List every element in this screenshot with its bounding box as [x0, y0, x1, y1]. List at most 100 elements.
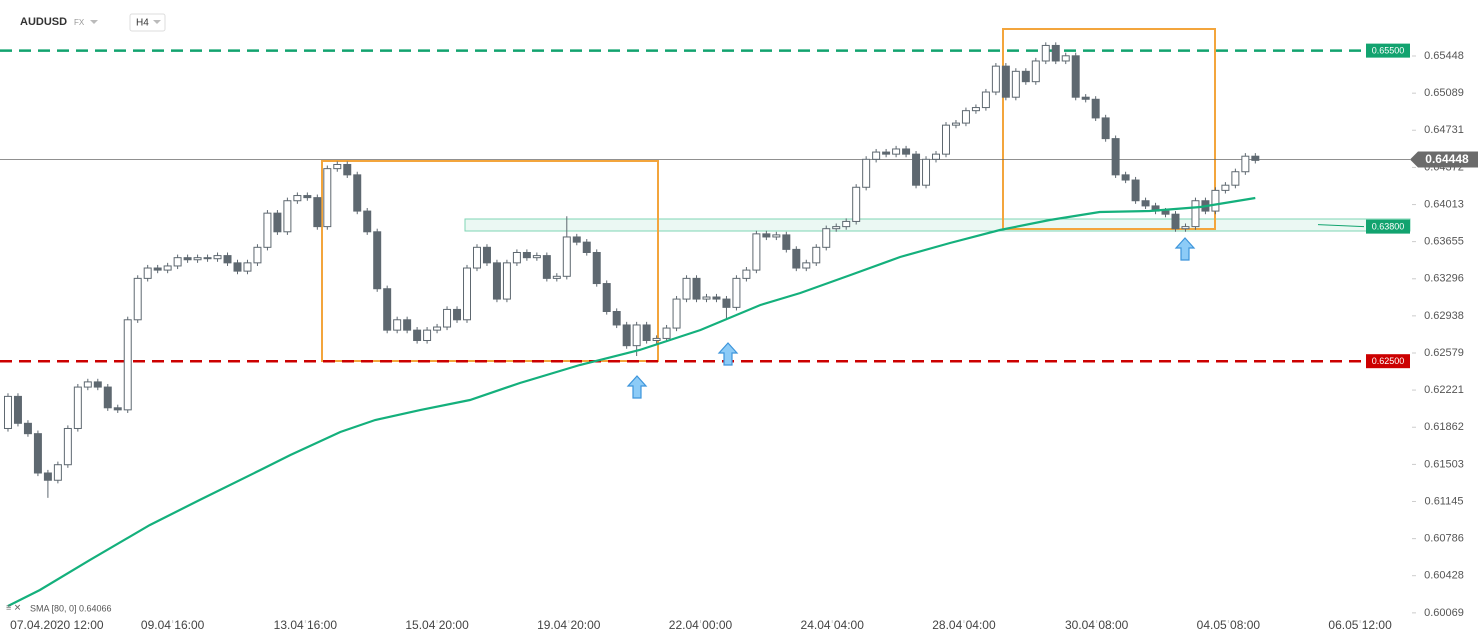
- candle-body: [1031, 60, 1040, 83]
- candle-body: [941, 124, 950, 155]
- market: FX: [74, 18, 85, 27]
- level-label: 0.63800: [1372, 221, 1405, 231]
- candle-body: [273, 212, 282, 233]
- candle-body: [532, 255, 541, 259]
- candle-body: [1081, 96, 1090, 100]
- candle-body: [1061, 55, 1070, 62]
- up-arrow: [1174, 237, 1196, 261]
- candle-body: [842, 220, 851, 228]
- up-arrow: [717, 342, 739, 366]
- candle-body: [313, 197, 322, 228]
- candle-body: [1241, 155, 1250, 173]
- y-tick-label: 0.60428: [1424, 570, 1464, 582]
- candle-body: [912, 153, 921, 186]
- dropdown-icon: [90, 20, 98, 24]
- y-tick-label: 0.62938: [1424, 310, 1464, 322]
- candle-body: [453, 308, 462, 321]
- y-tick-label: 0.63296: [1424, 273, 1464, 285]
- candle-body: [712, 296, 721, 300]
- interval-select[interactable]: [129, 13, 166, 32]
- candle-body: [592, 251, 601, 285]
- legend-icon[interactable]: ≡ ✕: [6, 602, 21, 612]
- candle-body: [502, 262, 511, 300]
- x-tick-label: 13.04 16:00: [274, 618, 338, 632]
- candle-body: [393, 319, 402, 331]
- candle-body: [932, 153, 941, 160]
- candle-body: [582, 241, 591, 253]
- candle-body: [303, 195, 312, 199]
- candle-body: [632, 324, 641, 347]
- sma-line: [7, 196, 1256, 607]
- candle-body: [263, 212, 272, 248]
- candle-body: [203, 257, 212, 260]
- candle-body: [542, 255, 551, 279]
- candle-body: [63, 427, 72, 466]
- candle-body: [173, 257, 182, 267]
- candle-body: [722, 298, 731, 308]
- candle-body: [552, 275, 561, 279]
- interval[interactable]: H4: [136, 18, 149, 29]
- y-tick-label: 0.64731: [1424, 124, 1464, 136]
- x-tick-label: 06.05 12:00: [1328, 618, 1392, 632]
- candle-body: [792, 248, 801, 269]
- candle-body: [1131, 179, 1140, 202]
- candle-body: [782, 234, 791, 250]
- candle-body: [53, 464, 62, 481]
- candle-body: [692, 277, 701, 300]
- candle-body: [213, 255, 222, 260]
- candle-body: [253, 246, 262, 264]
- x-tick-label: 19.04 20:00: [537, 618, 601, 632]
- candle-body: [233, 262, 242, 272]
- sma-legend: SMA [80, 0] 0.64066: [30, 603, 112, 613]
- level-tag: [1366, 219, 1410, 234]
- support-zone: [464, 218, 1411, 232]
- candle-body: [951, 122, 960, 126]
- candle-body: [1121, 174, 1130, 181]
- candle-body: [143, 267, 152, 279]
- current-price-label: 0.64448: [1425, 152, 1469, 166]
- candle-body: [1091, 98, 1100, 119]
- symbol[interactable]: AUDUSD: [20, 16, 67, 28]
- y-tick-label: 0.61503: [1424, 458, 1464, 470]
- candle-body: [293, 195, 302, 202]
- y-tick-label: 0.65089: [1424, 87, 1464, 99]
- candle-body: [373, 231, 382, 290]
- highlight-box: [1002, 28, 1216, 230]
- candle-body: [492, 262, 501, 300]
- candle-body: [343, 163, 352, 176]
- candle-body: [23, 422, 32, 435]
- candle-body: [333, 163, 342, 170]
- dropdown-icon: [153, 20, 161, 24]
- candle-body: [1221, 184, 1230, 191]
- candle-body: [83, 381, 92, 388]
- candle-body: [163, 265, 172, 271]
- level-label: 0.65500: [1372, 45, 1405, 55]
- y-tick-label: 0.61145: [1425, 495, 1464, 507]
- candle-body: [512, 251, 521, 264]
- candle-body: [383, 288, 392, 331]
- y-tick-label: 0.62221: [1424, 384, 1464, 396]
- candle-body: [443, 308, 452, 328]
- candle-body: [413, 329, 422, 341]
- candle-body: [572, 236, 581, 243]
- candle-body: [1251, 155, 1260, 161]
- x-tick-label: 09.04 16:00: [141, 618, 205, 632]
- x-tick-label: 07.04.2020 12:00: [10, 618, 104, 632]
- candle-body: [133, 277, 142, 321]
- candle-body: [902, 148, 911, 155]
- candle-body: [812, 246, 821, 264]
- candle-body: [1171, 213, 1180, 230]
- candle-body: [892, 148, 901, 155]
- candle-body: [672, 298, 681, 329]
- candle-body: [1001, 65, 1010, 98]
- candle-body: [323, 168, 332, 228]
- candle-body: [1041, 44, 1050, 62]
- y-tick-label: 0.63655: [1424, 236, 1464, 248]
- candle-body: [662, 327, 671, 339]
- level-tag: [1366, 43, 1410, 58]
- candle-body: [922, 158, 931, 186]
- candle-body: [183, 257, 192, 261]
- candle-body: [522, 251, 531, 259]
- candle-body: [283, 200, 292, 233]
- candle-body: [243, 262, 252, 272]
